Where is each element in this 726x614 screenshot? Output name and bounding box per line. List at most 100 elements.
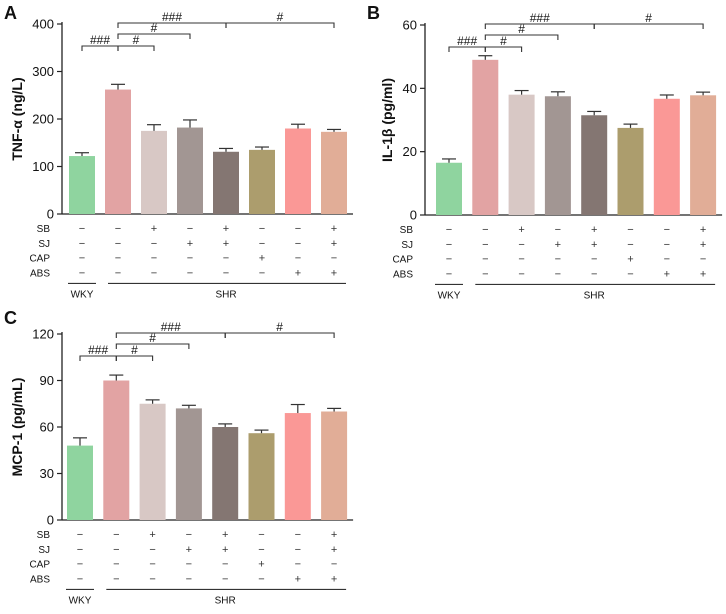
treatment-sign: − (149, 559, 155, 571)
treatment-sign: − (79, 253, 85, 265)
bar-shr (103, 380, 130, 520)
treatment-row-label: SJ (38, 545, 50, 556)
treatment-sign: − (555, 254, 561, 266)
y-tick-label: 30 (40, 466, 54, 481)
treatment-sign: − (331, 559, 337, 571)
treatment-sign: + (700, 224, 706, 236)
significance-label: # (276, 320, 283, 334)
treatment-sign: − (295, 544, 301, 556)
significance-label: # (149, 331, 156, 345)
treatment-sign: − (446, 268, 452, 280)
group-label-shr: SHR (215, 289, 236, 300)
treatment-sign: + (149, 529, 155, 541)
treatment-sign: − (295, 253, 301, 265)
treatment-sign: − (555, 268, 561, 280)
significance-label: ### (88, 343, 108, 357)
group-label-wky: WKY (69, 595, 92, 606)
treatment-sign: + (295, 573, 301, 585)
treatment-sign: − (79, 267, 85, 279)
y-tick-label: 0 (47, 207, 54, 222)
y-tick-label: 20 (403, 144, 417, 159)
treatment-sign: − (482, 239, 488, 251)
treatment-sign: − (77, 559, 83, 571)
treatment-sign: − (258, 544, 264, 556)
treatment-sign: − (115, 238, 121, 250)
treatment-sign: − (295, 223, 301, 235)
treatment-sign: + (331, 223, 337, 235)
y-tick-label: 100 (32, 159, 54, 174)
treatment-sign: + (223, 223, 229, 235)
significance-bracket (117, 45, 155, 51)
y-axis-label: MCP-1 (pg/mL) (9, 378, 25, 477)
group-label-wky: WKY (438, 290, 461, 301)
bar-shr-abs (284, 413, 311, 520)
treatment-sign: − (627, 224, 633, 236)
treatment-sign: + (186, 544, 192, 556)
significance-bracket (593, 23, 704, 29)
treatment-sign: − (115, 267, 121, 279)
y-tick-label: 200 (32, 112, 54, 127)
y-tick-label: 400 (32, 17, 54, 32)
significance-label: ### (457, 34, 477, 48)
treatment-row-label: CAP (392, 255, 413, 266)
treatment-sign: − (331, 253, 337, 265)
bar-shr (105, 89, 131, 214)
treatment-sign: − (259, 223, 265, 235)
significance-bracket (484, 46, 523, 52)
bar-shr-sb (141, 130, 167, 214)
bar-shr-abs (285, 128, 311, 214)
y-tick-label: 60 (403, 18, 417, 33)
treatment-sign: − (113, 529, 119, 541)
significance-bracket (115, 343, 190, 349)
treatment-sign: − (591, 268, 597, 280)
significance-label: # (500, 34, 507, 48)
significance-label: ### (90, 33, 110, 47)
treatment-sign: − (223, 253, 229, 265)
treatment-sign: + (151, 223, 157, 235)
treatment-sign: − (518, 239, 524, 251)
bar-shr-abs (653, 98, 680, 215)
treatment-sign: − (258, 573, 264, 585)
treatment-row-label: SB (37, 530, 51, 541)
treatment-sign: − (79, 223, 85, 235)
group-label-wky: WKY (71, 289, 94, 300)
bar-shr-cap (249, 149, 275, 214)
bar-shr-sb-sj-abs (690, 95, 717, 215)
bar-shr-sb-sj (213, 151, 239, 214)
treatment-sign: − (518, 268, 524, 280)
treatment-row-label: SJ (401, 240, 413, 251)
treatment-sign: − (446, 224, 452, 236)
treatment-sign: + (518, 224, 524, 236)
significance-bracket (225, 22, 335, 28)
treatment-row-label: CAP (29, 560, 50, 571)
treatment-sign: − (295, 238, 301, 250)
treatment-sign: − (79, 238, 85, 250)
significance-label: ### (161, 320, 181, 334)
treatment-sign: − (518, 254, 524, 266)
bar-shr-sb (508, 94, 535, 215)
panel-letter: B (367, 3, 380, 23)
y-tick-label: 90 (40, 373, 54, 388)
bar-shr-sb-sj (581, 115, 608, 215)
treatment-sign: + (223, 238, 229, 250)
treatment-sign: − (259, 267, 265, 279)
significance-bracket (484, 34, 559, 40)
y-tick-label: 40 (403, 81, 417, 96)
significance-label: # (645, 11, 652, 25)
treatment-sign: + (258, 559, 264, 571)
treatment-sign: − (151, 267, 157, 279)
bar-shr-sj (544, 96, 571, 215)
significance-label: # (131, 343, 138, 357)
treatment-sign: − (627, 268, 633, 280)
bar-wky (67, 445, 93, 520)
treatment-sign: − (700, 254, 706, 266)
treatment-row-label: SB (37, 224, 51, 235)
treatment-sign: − (555, 224, 561, 236)
bar-wky (436, 162, 462, 215)
significance-label: # (277, 10, 284, 24)
treatment-sign: − (186, 559, 192, 571)
bar-shr-sb (139, 403, 166, 520)
treatment-sign: + (187, 238, 193, 250)
bar-shr-cap (248, 433, 275, 520)
